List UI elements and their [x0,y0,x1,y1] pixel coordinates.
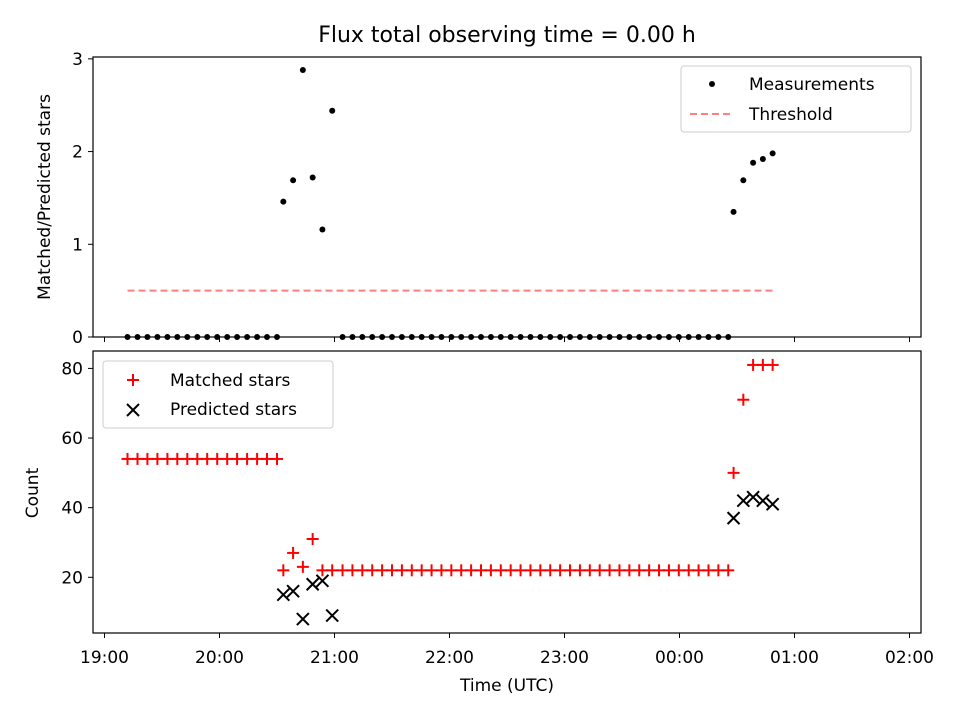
count-marks [121,358,780,626]
matched-star-point [260,452,273,465]
count-y-axis-label: Count [23,467,43,518]
y-tick-label: 20 [61,568,83,588]
measurement-point [309,174,316,181]
x-tick-label: 22:00 [425,648,474,668]
predicted-star-point [315,574,330,588]
y-tick-label: 80 [61,359,83,379]
matched-star-point [141,452,154,465]
matched-star-point [722,564,735,577]
measurement-point [280,198,287,205]
count-legend: Matched stars Predicted stars [102,360,334,429]
measurement-point [730,208,737,215]
x-tick-label: 20:00 [195,648,244,668]
predicted-star-point [325,608,339,623]
measurement-point [750,159,757,166]
ratio-y-axis-label: Matched/Predicted stars [35,94,55,300]
matched-star-point [277,564,290,577]
x-axis-label: Time (UTC) [459,676,554,696]
x-tick-label: 00:00 [655,648,704,668]
y-tick-label: 2 [72,143,83,163]
count-axes-frame [92,350,922,634]
count-x-ticks: 19:00 20:00 21:00 22:00 23:00 00:00 01:00 02:00 [80,633,934,668]
matched-star-point [326,564,339,577]
predicted-legend-label: Predicted stars [170,400,297,420]
predicted-star-point [286,584,300,598]
ratio-marks [124,66,776,340]
x-tick-label: 02:00 [885,648,934,668]
matched-star-point [241,452,254,465]
x-tick-label: 23:00 [540,648,589,668]
y-tick-label: 60 [61,429,83,449]
measurement-point [329,107,336,114]
measurement-point [290,177,297,184]
predicted-legend-marker [126,403,140,417]
matched-star-point [201,452,214,465]
matched-star-point [296,560,309,573]
x-tick-label: 19:00 [80,648,129,668]
matched-star-point [287,546,300,559]
matched-star-point [181,452,194,465]
ratio-y-ticks: 0 1 2 3 [72,50,93,348]
predicted-star-point [765,497,780,511]
ratio-x-ticks [104,337,910,342]
ratio-legend-box [680,65,912,133]
measurement-point [740,177,747,184]
ratio-legend: Measurements Threshold [680,65,912,133]
chart-title: Flux total observing time = 0.00 h [318,23,696,48]
matched-legend-marker [127,374,139,386]
matched-star-point [171,452,184,465]
y-tick-label: 1 [72,235,83,255]
measurement-point [319,226,326,233]
matched-star-point [727,466,740,479]
matched-star-point [737,393,750,406]
x-tick-label: 01:00 [770,648,819,668]
count-legend-box [102,360,334,429]
count-panel: 20 40 60 80 19:00 20:00 21:00 22:00 23:00 00:00 0… [23,350,934,696]
matched-star-point [151,452,164,465]
matched-star-point [121,452,134,465]
y-tick-label: 3 [72,50,83,70]
predicted-star-point [756,493,770,508]
predicted-star-point [305,577,320,591]
measurement-point [299,66,306,73]
ratio-axes-frame [92,56,922,338]
matched-star-point [231,452,244,465]
x-tick-label: 21:00 [310,648,359,668]
threshold-legend-label: Threshold [748,105,833,125]
count-y-ticks: 20 40 60 80 [61,359,93,588]
predicted-star-point [746,490,760,504]
matched-star-point [306,533,319,545]
matched-star-point [271,452,283,465]
measurement-point [759,155,766,162]
matched-star-point [211,452,224,465]
predicted-star-point [736,493,751,508]
y-tick-label: 40 [61,499,83,519]
matched-star-point [766,358,779,371]
y-tick-label: 0 [72,328,83,348]
predicted-star-point [276,587,291,602]
ratio-panel: 0 1 2 3 Matched/Predicted stars Measurement… [35,50,922,348]
predicted-star-point [726,511,741,525]
matched-legend-label: Matched stars [170,371,290,391]
measurements-legend-label: Measurements [749,75,875,95]
predicted-star-point [296,612,310,626]
measurement-point [769,150,776,157]
measurements-legend-marker [709,81,715,87]
